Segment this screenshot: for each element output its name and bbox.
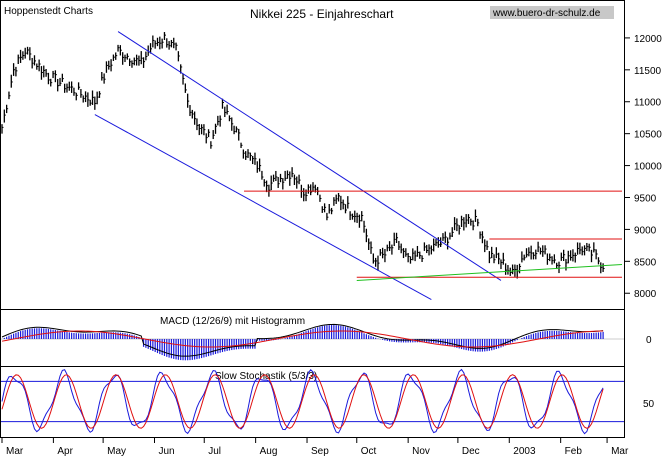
x-tick-label: Mar	[6, 446, 24, 457]
x-tick-label: Sep	[311, 446, 329, 457]
macd-line	[1, 323, 604, 357]
price-y-axis: 8000 8500 9000 9500 10000 10500 11000 11500 1200…	[624, 34, 662, 300]
chart-title: Nikkei 225 - Einjahreschart	[250, 7, 394, 21]
x-tick-label: Jul	[208, 446, 221, 457]
x-tick-label: Apr	[57, 446, 73, 457]
stoch-panel	[1, 368, 624, 435]
price-panel-frame	[0, 0, 625, 310]
x-tick-label: Mar	[611, 446, 629, 457]
x-tick-label: May	[107, 446, 126, 457]
channel-line	[117, 31, 502, 281]
macd-zero-label: 0	[646, 335, 652, 346]
price-y-tick-label: 10500	[634, 130, 662, 141]
price-y-tick-label: 12000	[634, 34, 662, 45]
stoch-50-label: 50	[643, 399, 655, 410]
price-y-tick-label: 8000	[634, 289, 657, 300]
trend-lines	[94, 31, 623, 301]
price-y-tick-label: 9500	[634, 193, 657, 204]
x-tick-label: 2003	[513, 446, 536, 457]
x-tick-label: Aug	[260, 446, 278, 457]
website-label: www.buero-dr-schulz.de	[492, 8, 601, 19]
macd-panel	[1, 323, 624, 361]
x-tick-label: Jun	[159, 446, 175, 457]
price-y-tick-label: 11000	[634, 98, 662, 109]
macd-title: MACD (12/26/9) mit Histogramm	[160, 316, 305, 327]
x-tick-label: Dec	[462, 446, 480, 457]
price-y-tick-label: 9000	[634, 225, 657, 236]
rising-support-line	[356, 264, 623, 281]
x-tick-label: Oct	[361, 446, 377, 457]
price-bars	[1, 32, 605, 279]
x-tick-label: Nov	[412, 446, 430, 457]
price-y-tick-label: 11500	[634, 66, 662, 77]
website-badge	[490, 6, 614, 19]
x-axis: Mar Apr May Jun Jul Aug Sep Oct Nov Dec 2003 Feb Mar	[1, 437, 629, 457]
source-label: Hoppenstedt Charts	[4, 6, 93, 17]
stoch-title: Slow Stochastik (5/3/3)	[215, 371, 317, 382]
stoch-k-line	[1, 368, 604, 435]
channel-line	[94, 114, 432, 301]
price-y-tick-label: 8500	[634, 257, 657, 268]
macd-signal-line	[1, 330, 604, 348]
stoch-d-line	[1, 374, 604, 429]
price-y-tick-label: 10000	[634, 162, 662, 173]
x-tick-label: Feb	[565, 446, 583, 457]
stoch-panel-frame	[0, 366, 625, 438]
